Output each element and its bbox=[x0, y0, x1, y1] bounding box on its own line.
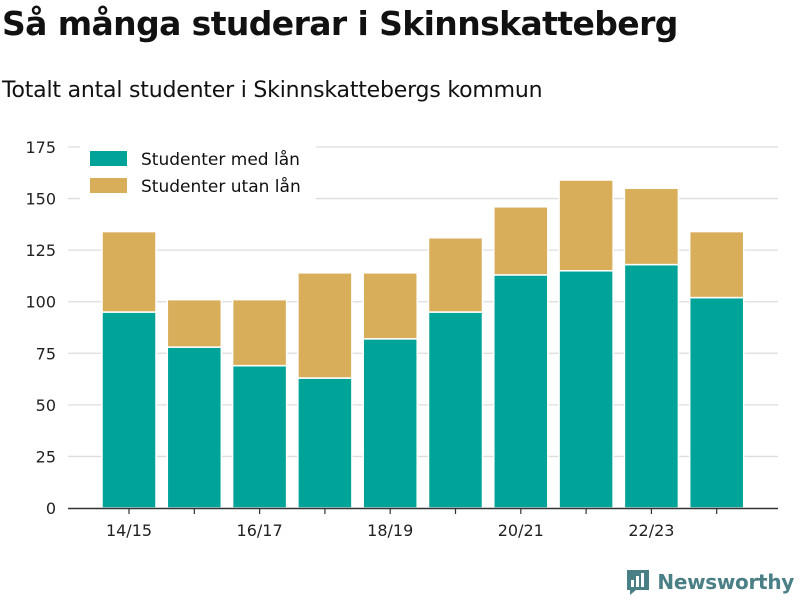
bar-segment-without-loan bbox=[623, 187, 680, 266]
bar-segment-without-loan bbox=[166, 298, 223, 348]
y-tick-label: 150 bbox=[25, 190, 56, 209]
brand-name: Newsworthy bbox=[657, 570, 794, 594]
legend-swatch-without-loan bbox=[90, 178, 127, 193]
y-tick-label: 125 bbox=[25, 241, 56, 260]
bar-chart-icon bbox=[625, 568, 651, 596]
legend-label-without-loan: Studenter utan lån bbox=[141, 176, 301, 197]
bar-segment-with-loan bbox=[623, 263, 680, 509]
y-axis-ticks: 0 25 50 75 100 125 150 175 bbox=[25, 138, 56, 518]
bar-segment-without-loan bbox=[427, 237, 484, 313]
newsworthy-logo: Newsworthy bbox=[625, 568, 794, 596]
bar-segment-with-loan bbox=[166, 346, 223, 509]
x-axis-ticks: 14/15 16/17 18/19 20/21 22/23 bbox=[106, 508, 718, 540]
bar-segment-with-loan bbox=[297, 377, 353, 509]
x-tick-label: 22/23 bbox=[628, 521, 674, 540]
bars bbox=[101, 179, 745, 509]
y-tick-label: 175 bbox=[25, 138, 56, 157]
bar-segment-without-loan bbox=[231, 298, 288, 367]
y-tick-label: 50 bbox=[36, 396, 56, 415]
y-tick-label: 0 bbox=[46, 499, 56, 518]
bar-segment-with-loan bbox=[558, 270, 614, 509]
bar-segment-without-loan bbox=[101, 230, 157, 313]
legend-label-with-loan: Studenter med lån bbox=[141, 149, 300, 170]
bar-segment-without-loan bbox=[493, 206, 549, 276]
bar-segment-without-loan bbox=[688, 230, 745, 299]
bar-segment-with-loan bbox=[101, 311, 157, 509]
x-tick-label: 14/15 bbox=[106, 521, 152, 540]
bar-segment-without-loan bbox=[558, 179, 614, 272]
bar-segment-with-loan bbox=[231, 364, 288, 509]
bar-segment-without-loan bbox=[362, 272, 418, 340]
y-tick-label: 75 bbox=[36, 344, 56, 363]
y-tick-label: 25 bbox=[36, 447, 56, 466]
legend: Studenter med lån Studenter utan lån bbox=[80, 141, 316, 201]
bar-segment-with-loan bbox=[427, 311, 484, 509]
bar-segment-with-loan bbox=[493, 274, 549, 509]
bar-segment-without-loan bbox=[297, 272, 353, 379]
bar-segment-with-loan bbox=[688, 296, 745, 509]
x-tick-label: 18/19 bbox=[367, 521, 413, 540]
chart-title: Så många studerar i Skinnskatteberg bbox=[2, 4, 678, 43]
x-tick-label: 16/17 bbox=[237, 521, 283, 540]
bar-segment-with-loan bbox=[362, 338, 418, 509]
legend-swatch-with-loan bbox=[90, 151, 127, 166]
chart-subtitle: Totalt antal studenter i Skinnskatteberg… bbox=[2, 78, 543, 103]
x-tick-label: 20/21 bbox=[498, 521, 544, 540]
y-tick-label: 100 bbox=[25, 293, 56, 312]
